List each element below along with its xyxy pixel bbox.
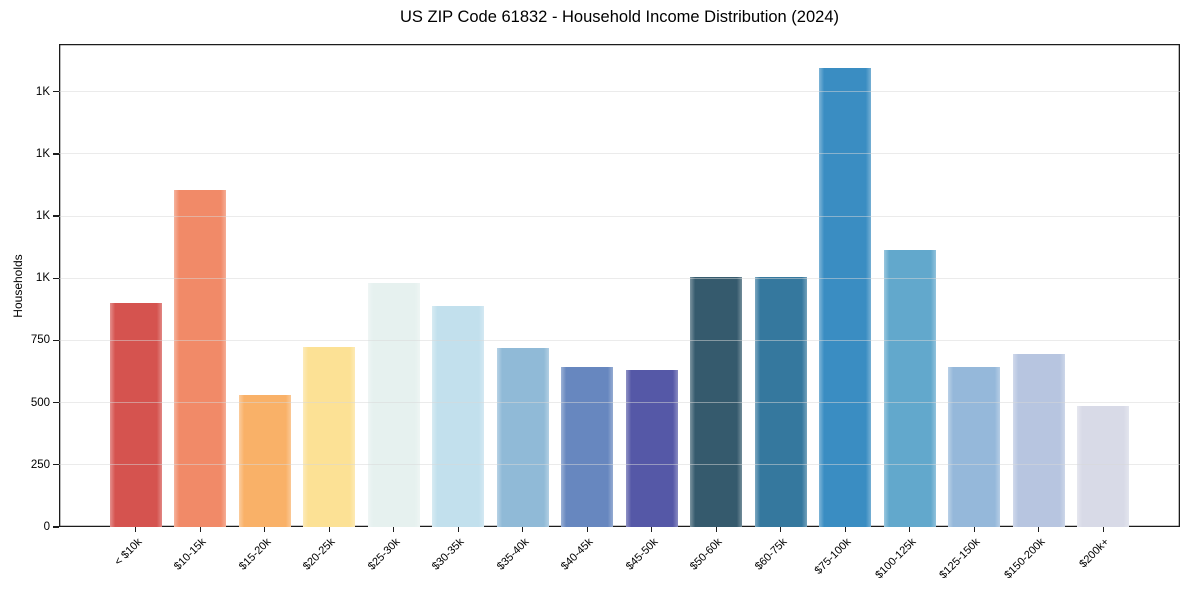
y-tick-mark: [53, 277, 59, 279]
gridline: [59, 402, 1180, 404]
x-tick-mark: [522, 527, 524, 532]
gridline: [59, 91, 1180, 93]
y-tick-label: 0: [43, 521, 50, 533]
bar: [754, 277, 807, 527]
y-tick-mark: [53, 153, 59, 155]
x-tick-mark: [135, 527, 137, 532]
bar: [238, 395, 291, 527]
y-tick-mark: [53, 215, 59, 217]
y-tick-label: 1K: [35, 85, 50, 98]
y-tick-mark: [53, 339, 59, 342]
x-tick-mark: [844, 527, 846, 532]
bar: [561, 366, 614, 527]
x-tick-mark: [457, 527, 459, 532]
x-tick-mark: [651, 527, 653, 532]
x-tick-mark: [328, 527, 330, 532]
y-tick-mark: [53, 91, 59, 93]
y-tick-mark: [53, 526, 59, 528]
y-tick-label: 500: [30, 396, 50, 409]
y-tick-label: 1K: [35, 147, 50, 160]
bar: [174, 190, 227, 527]
x-tick-mark: [586, 527, 588, 532]
gridline: [59, 339, 1180, 341]
y-tick-label: 250: [30, 458, 50, 471]
x-tick-mark: [715, 527, 717, 532]
bar: [496, 347, 549, 527]
x-tick-mark: [1038, 527, 1040, 532]
bar: [367, 283, 420, 527]
y-tick-label: 750: [30, 334, 50, 347]
x-tick-mark: [909, 527, 911, 532]
bar: [948, 366, 1001, 527]
x-tick-mark: [199, 527, 201, 532]
chart-title: US ZIP Code 61832 - Household Income Dis…: [399, 8, 839, 26]
bar: [1012, 354, 1065, 527]
bar: [690, 277, 743, 527]
gridline: [59, 153, 1180, 155]
gridline: [59, 277, 1180, 279]
bar: [432, 305, 485, 527]
x-tick-mark: [264, 527, 266, 532]
y-tick-mark: [53, 401, 59, 404]
y-tick-label: 1K: [35, 272, 50, 285]
y-tick-label: 1K: [35, 210, 50, 223]
gridline: [59, 215, 1180, 217]
bar: [819, 68, 872, 527]
x-tick-mark: [393, 527, 395, 532]
x-tick-mark: [973, 527, 975, 532]
plot-area: [59, 44, 1180, 527]
bar: [883, 249, 936, 527]
bar: [1077, 406, 1130, 527]
y-tick-mark: [53, 464, 59, 466]
x-tick-mark: [780, 527, 782, 532]
bar: [303, 346, 356, 527]
y-axis-label: Households: [11, 254, 25, 318]
bar: [109, 303, 162, 527]
bar: [625, 370, 678, 527]
gridline: [59, 464, 1180, 466]
x-tick-label: < $10k: [112, 536, 145, 569]
x-tick-mark: [1102, 527, 1104, 532]
